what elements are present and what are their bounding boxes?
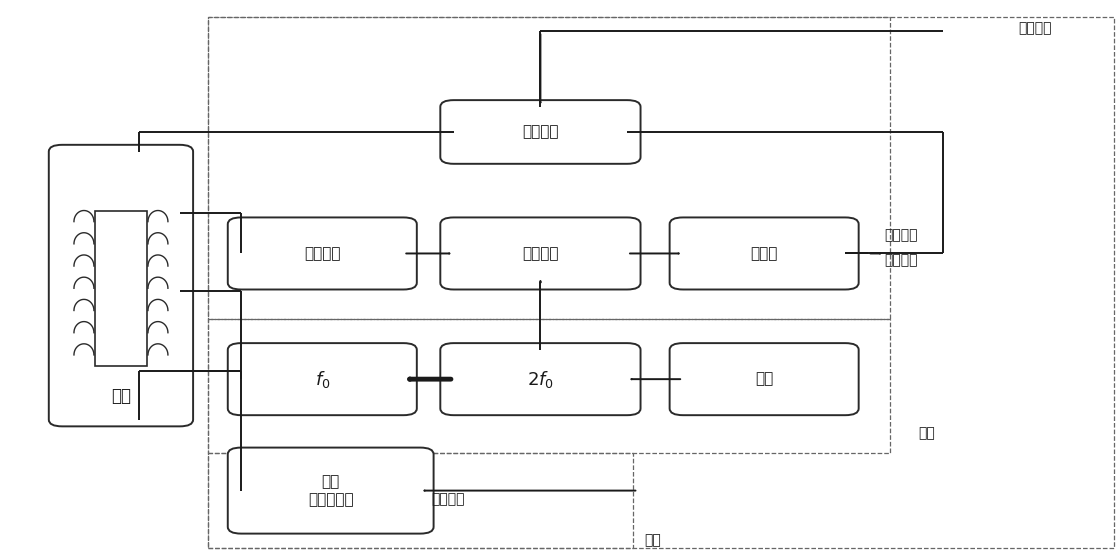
Text: $2f_0$: $2f_0$ <box>526 368 554 390</box>
Bar <box>95 211 147 366</box>
Text: 反馈切换: 反馈切换 <box>522 124 559 139</box>
Text: 激励: 激励 <box>918 427 935 441</box>
Text: 压控
恒流源模块: 压控 恒流源模块 <box>308 474 354 507</box>
Text: 校准: 校准 <box>644 533 661 547</box>
FancyBboxPatch shape <box>440 217 641 290</box>
Text: 探头: 探头 <box>111 386 131 404</box>
Text: $f_0$: $f_0$ <box>315 368 330 390</box>
Text: 相敏解调: 相敏解调 <box>522 246 559 261</box>
Bar <box>207 319 890 453</box>
Text: 带通滤波: 带通滤波 <box>304 246 340 261</box>
FancyBboxPatch shape <box>440 100 641 164</box>
Text: 积分器: 积分器 <box>750 246 777 261</box>
Bar <box>207 17 890 319</box>
FancyBboxPatch shape <box>440 343 641 415</box>
FancyBboxPatch shape <box>670 217 859 290</box>
Text: 信号测量: 信号测量 <box>885 254 918 268</box>
Text: 电压输出: 电压输出 <box>885 228 918 242</box>
FancyBboxPatch shape <box>227 343 417 415</box>
Bar <box>207 17 1113 548</box>
Bar <box>207 453 633 548</box>
Text: 晶振: 晶振 <box>755 372 773 386</box>
FancyBboxPatch shape <box>227 447 433 534</box>
Text: 反馈控制: 反馈控制 <box>1018 22 1052 36</box>
FancyBboxPatch shape <box>227 217 417 290</box>
FancyBboxPatch shape <box>670 343 859 415</box>
FancyBboxPatch shape <box>49 145 193 426</box>
Text: 校准控制: 校准控制 <box>431 492 465 506</box>
